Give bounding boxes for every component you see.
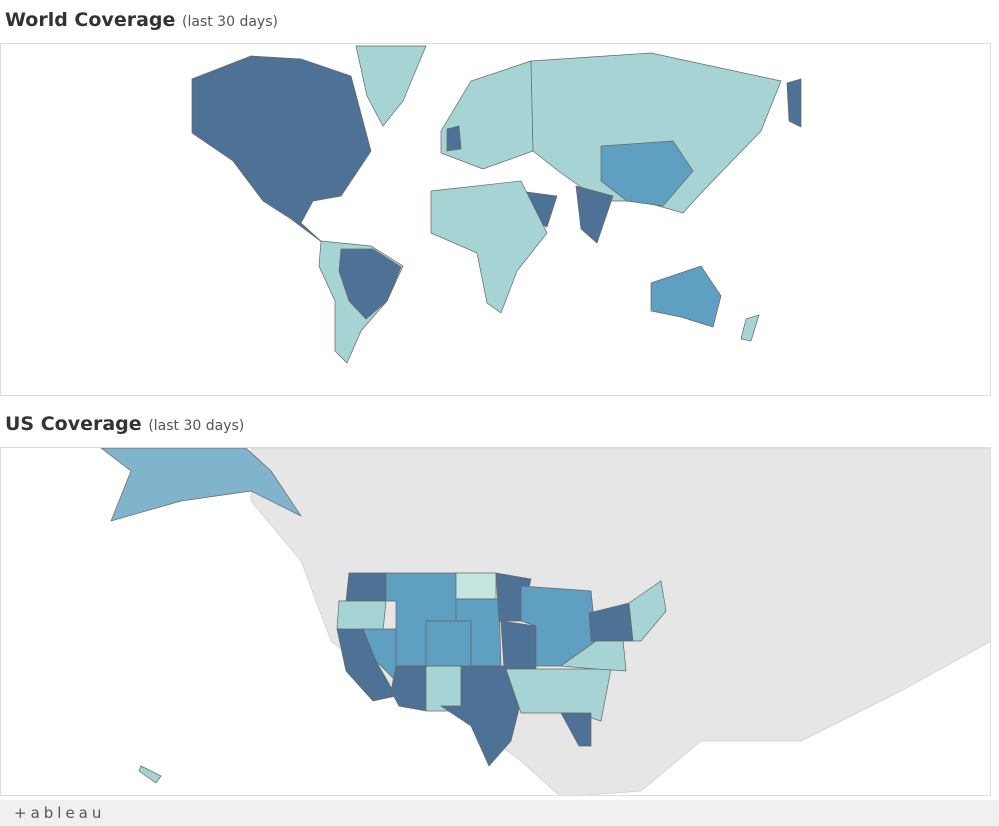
australia	[650, 265, 722, 328]
south	[505, 668, 612, 722]
world-subtitle: (last 30 days)	[182, 14, 278, 30]
washington	[345, 572, 387, 602]
oregon	[336, 600, 387, 632]
us-map-svg	[99, 447, 992, 798]
world-title-row: World Coverage (last 30 days)	[5, 9, 278, 31]
missouri	[500, 620, 537, 670]
world-title: World Coverage	[5, 9, 176, 31]
new-zealand	[740, 314, 760, 342]
russia-east	[786, 78, 802, 128]
asia	[530, 52, 782, 214]
brazil	[338, 248, 402, 320]
north-america	[191, 55, 372, 244]
world-map[interactable]	[0, 43, 991, 396]
tableau-logo[interactable]: +ableau	[14, 804, 106, 822]
africa	[430, 180, 548, 314]
alaska	[99, 447, 303, 522]
midwest	[520, 585, 597, 667]
hawaii	[138, 765, 162, 784]
arizona	[390, 665, 427, 712]
uk	[446, 125, 462, 152]
us-title: US Coverage	[5, 413, 142, 435]
world-map-svg	[191, 45, 802, 364]
new-mexico	[425, 665, 462, 712]
us-subtitle: (last 30 days)	[148, 418, 245, 434]
india	[575, 185, 614, 244]
greenland	[355, 45, 427, 127]
new-england	[628, 580, 667, 642]
china	[600, 140, 694, 207]
europe	[440, 60, 534, 170]
florida	[560, 712, 592, 747]
north-dakota	[455, 572, 497, 600]
footer: +ableau	[0, 800, 999, 826]
us-title-row: US Coverage (last 30 days)	[5, 413, 244, 435]
colorado	[425, 620, 472, 667]
us-map[interactable]	[0, 447, 992, 798]
